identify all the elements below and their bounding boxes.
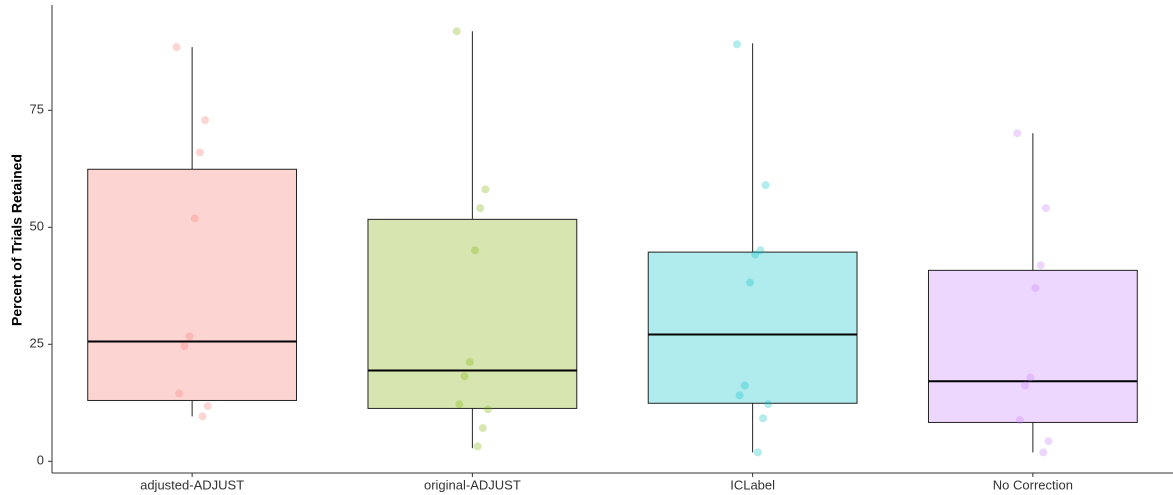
x-tick-label: adjusted-ADJUST: [140, 477, 244, 492]
data-point: [764, 400, 773, 409]
y-tick-label: 25: [30, 336, 44, 351]
data-point: [455, 400, 464, 409]
data-point: [1041, 204, 1050, 213]
box: [647, 251, 858, 404]
data-point: [460, 372, 469, 381]
y-tick-label: 50: [30, 219, 44, 234]
data-point: [483, 405, 492, 414]
x-tick-label: ICLabel: [730, 477, 775, 492]
data-point: [470, 246, 479, 255]
data-point: [1031, 284, 1040, 293]
data-point: [735, 391, 744, 400]
data-point: [1021, 381, 1030, 390]
data-point: [195, 148, 204, 157]
data-point: [1026, 373, 1035, 382]
box: [927, 269, 1138, 423]
y-axis-title: Percent of Trials Retained: [9, 154, 25, 326]
data-point: [751, 250, 760, 259]
data-point: [203, 402, 212, 411]
data-point: [740, 381, 749, 390]
data-point: [1044, 437, 1053, 446]
data-point: [185, 332, 194, 341]
data-point: [756, 246, 765, 255]
data-point: [1013, 129, 1022, 138]
data-point: [1015, 416, 1024, 425]
data-point: [759, 414, 768, 423]
data-point: [465, 358, 474, 367]
data-point: [175, 389, 184, 398]
data-point: [753, 448, 762, 457]
data-point: [1039, 448, 1048, 457]
data-point: [198, 412, 207, 421]
data-point: [733, 40, 742, 49]
data-point: [190, 214, 199, 223]
y-tick-label: 75: [30, 102, 44, 117]
data-point: [473, 442, 482, 451]
box: [87, 168, 298, 401]
data-point: [180, 342, 189, 351]
data-point: [452, 27, 461, 36]
data-point: [478, 424, 487, 433]
data-point: [481, 185, 490, 194]
data-point: [201, 116, 210, 125]
x-tick-label: original-ADJUST: [424, 477, 521, 492]
data-point: [172, 43, 181, 52]
data-point: [476, 204, 485, 213]
data-point: [1036, 261, 1045, 270]
data-point: [761, 181, 770, 190]
y-tick-label: 0: [37, 453, 44, 468]
box: [367, 218, 578, 409]
x-tick-label: No Correction: [993, 477, 1073, 492]
data-point: [746, 278, 755, 287]
